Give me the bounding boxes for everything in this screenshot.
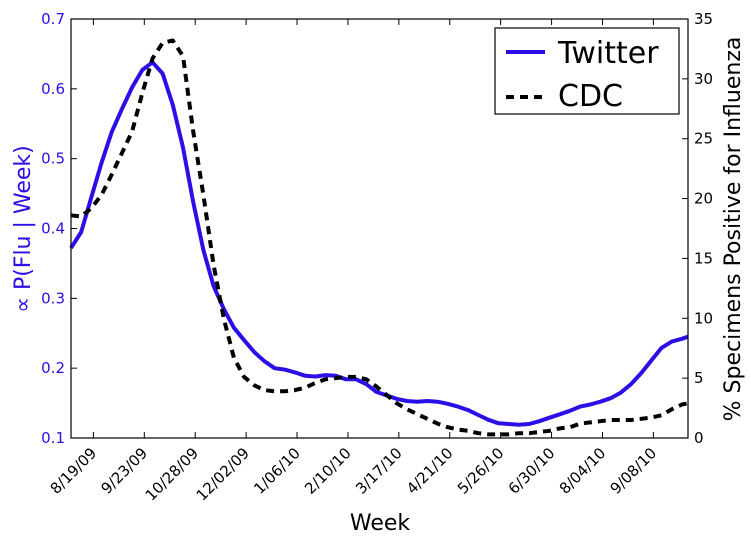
right-y-tick-label: 30 <box>694 70 713 88</box>
legend-label-cdc: CDC <box>558 79 623 114</box>
legend-label-twitter: Twitter <box>557 36 659 71</box>
left-y-ticks: 0.1 0.2 0.3 0.4 0.5 0.6 0.7 <box>41 10 77 447</box>
x-tick-label: 6/30/10 <box>505 444 559 498</box>
left-y-tick-label: 0.2 <box>41 359 65 377</box>
x-tick-label: 10/28/09 <box>142 444 202 504</box>
right-y-axis-title: % Specimens Positive for Influenza <box>721 37 746 422</box>
left-y-tick-label: 0.1 <box>41 429 65 447</box>
series-layer <box>69 38 689 437</box>
right-y-tick-label: 0 <box>694 429 704 447</box>
right-y-tick-label: 10 <box>694 309 713 327</box>
x-tick-label: 2/10/10 <box>301 444 355 498</box>
x-axis-title: Week <box>350 511 411 536</box>
right-y-tick-label: 5 <box>694 369 704 387</box>
left-y-tick-label: 0.4 <box>41 220 65 238</box>
x-tick-label: 1/06/10 <box>250 444 304 498</box>
right-y-tick-label: 35 <box>694 10 713 28</box>
right-y-ticks: 0 5 10 15 20 25 30 35 <box>682 10 713 447</box>
series-line-twitter <box>69 60 689 427</box>
x-tick-label: 9/08/10 <box>607 444 661 498</box>
series-line-cdc <box>70 38 689 437</box>
legend: Twitter CDC <box>494 27 680 115</box>
x-tick-label: 5/26/10 <box>454 444 508 498</box>
plot-frame <box>70 18 689 439</box>
left-y-tick-label: 0.7 <box>41 10 65 28</box>
left-y-tick-label: 0.5 <box>41 150 65 168</box>
right-y-tick-label: 20 <box>694 190 713 208</box>
x-tick-label: 3/17/10 <box>352 444 406 498</box>
right-y-tick-label: 25 <box>694 130 713 148</box>
left-y-axis-title: ∝ P(Flu | Week) <box>11 145 36 313</box>
x-tick-label: 8/19/09 <box>47 444 101 498</box>
x-tick-label: 12/02/09 <box>193 444 253 504</box>
x-tick-label: 4/21/10 <box>403 444 457 498</box>
legend-box <box>494 27 680 115</box>
x-tick-label: 8/04/10 <box>556 444 610 498</box>
right-y-tick-label: 15 <box>694 249 713 267</box>
left-y-tick-label: 0.3 <box>41 289 65 307</box>
left-y-tick-label: 0.6 <box>41 80 65 98</box>
